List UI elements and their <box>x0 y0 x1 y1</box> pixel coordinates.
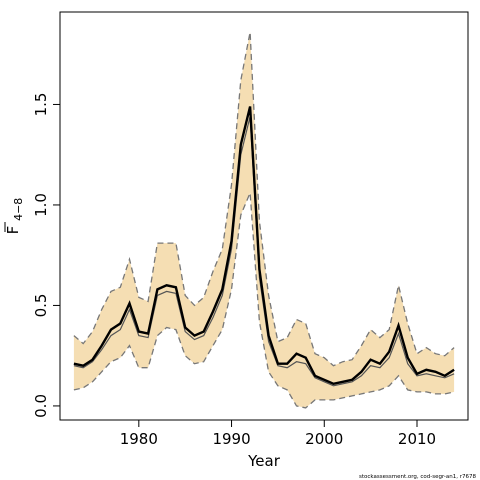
y-axis-label-base: F <box>4 226 22 235</box>
y-tick-label: 0.5 <box>32 294 50 318</box>
x-tick-label: 2010 <box>398 430 436 448</box>
footer-note: stockassessment.org, cod-segr-an1, r7678 <box>359 474 476 480</box>
estimate-line <box>73 106 455 386</box>
lower-bound-line <box>73 192 455 409</box>
x-axis: 1980 1990 2000 2010 <box>120 420 436 448</box>
y-axis-label-subscript: 4−8 <box>12 198 25 221</box>
upper-bound-line <box>73 31 455 367</box>
confidence-band <box>73 32 455 408</box>
x-axis-label: Year <box>247 452 281 470</box>
plot-area <box>73 31 455 409</box>
x-tick-label: 1990 <box>212 430 250 448</box>
y-tick-label: 1.5 <box>32 93 50 117</box>
x-tick-label: 1980 <box>120 430 158 448</box>
y-tick-label: 1.0 <box>32 193 50 217</box>
plot-frame <box>59 11 469 421</box>
y-axis: 0.0 0.5 1.0 1.5 <box>32 93 60 418</box>
y-axis-label: F 4−8 <box>4 198 25 235</box>
y-tick-label: 0.0 <box>32 394 50 418</box>
x-tick-label: 2000 <box>305 430 343 448</box>
